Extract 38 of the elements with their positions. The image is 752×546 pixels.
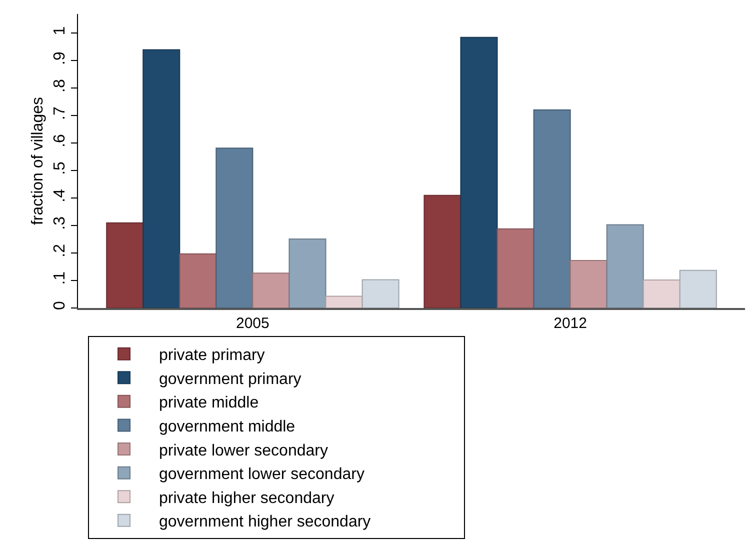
bar [106,222,144,308]
bar [288,238,326,308]
bar [570,260,608,308]
legend-label: private lower secondary [159,442,328,460]
bar [679,270,717,308]
y-tick-label: .8 [52,79,69,92]
y-tick-label: .2 [52,244,69,258]
y-tick-label: .5 [52,161,69,175]
y-tick-label: .3 [52,216,69,230]
legend-label: government lower secondary [159,466,364,484]
x-tick-label: 2012 [554,315,587,332]
y-tick-label: 1 [52,26,69,36]
y-tick-label: 0 [52,301,69,310]
y-tick-label: .1 [52,271,69,285]
bar [642,279,680,308]
legend-label: government higher secondary [159,514,371,531]
legend-label: government middle [159,418,296,436]
bar [424,194,462,308]
bar [460,36,498,308]
bar [179,253,217,308]
y-tick-label: .7 [52,106,69,120]
bar [325,296,363,308]
legend-label: private middle [159,394,259,412]
bar [496,228,534,308]
y-tick-label: .4 [52,188,69,202]
y-tick-label: .6 [52,134,69,148]
y-tick-label: .9 [52,52,69,65]
bar [252,272,290,308]
bar [533,109,571,308]
y-axis-title: fraction of villages [30,96,46,226]
legend-label: private higher secondary [159,490,334,507]
legend-label: government primary [159,370,302,388]
legend-label: private primary [159,347,265,364]
x-tick-label: 2005 [236,315,270,332]
bar [362,279,400,308]
bar [606,224,644,308]
bar [216,148,254,308]
bar [142,49,180,308]
